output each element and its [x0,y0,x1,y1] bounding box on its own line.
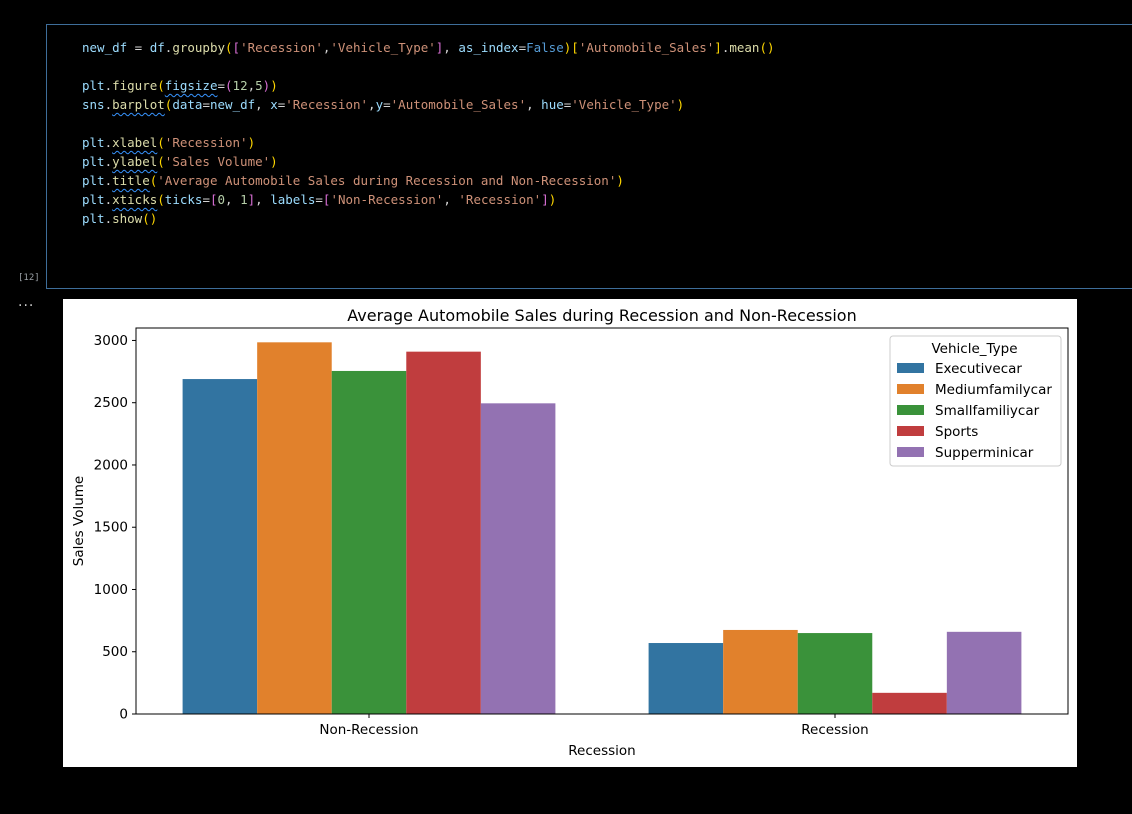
code-line-6: plt.xlabel('Recession') [82,135,256,150]
legend-swatch-sports [897,426,924,436]
legend-label-executivecar: Executivecar [935,361,1022,377]
legend-swatch-smallfamiliycar [897,405,924,415]
code-line-4: sns.barplot(data=new_df, x='Recession',y… [82,97,685,112]
y-tick-label: 1500 [94,520,128,536]
legend-swatch-executivecar [897,363,924,373]
y-axis-label: Sales Volume [71,476,87,566]
legend-swatch-supperminicar [897,447,924,457]
y-tick-label: 0 [119,707,128,723]
bar-non-recession-sports [406,351,481,714]
code-cell[interactable]: new_df = df.groupby(['Recession','Vehicl… [46,24,1132,289]
execution-count: [12] [18,273,40,283]
x-axis-label: Recession [568,743,635,759]
bar-non-recession-mediumfamilycar [257,342,332,714]
code-line-7: plt.ylabel('Sales Volume') [82,154,278,169]
y-tick-label: 3000 [94,333,128,349]
code-line-1: new_df = df.groupby(['Recession','Vehicl… [82,40,775,55]
bar-recession-executivecar [648,643,724,714]
legend-label-mediumfamilycar: Mediumfamilycar [935,382,1052,398]
chart-figure: 0 500 1000 1500 2000 2500 3000 Non-Recession Rec… [63,299,1077,767]
code-line-10: plt.show() [82,211,158,226]
code-line-8: plt.title('Average Automobile Sales duri… [82,173,624,188]
y-tick-label: 2500 [94,395,128,411]
bar-non-recession-executivecar [182,379,258,714]
x-tick-label: Non-Recession [319,722,418,738]
bar-non-recession-smallfamiliycar [331,370,407,714]
legend-label-supperminicar: Supperminicar [935,445,1034,461]
bar-recession-smallfamiliycar [797,633,873,714]
y-tick-label: 1000 [94,582,128,598]
bar-recession-mediumfamilycar [723,629,798,714]
code-line-9: plt.xticks(ticks=[0, 1], labels=['Non-Re… [82,192,557,207]
bar-non-recession-supperminicar [480,403,556,714]
bar-recession-sports [872,692,947,714]
y-tick-label: 500 [102,644,128,660]
output-menu-icon[interactable]: ··· [18,298,35,314]
legend-label-sports: Sports [935,424,978,440]
chart-title: Average Automobile Sales during Recessio… [347,306,856,325]
y-tick-label: 2000 [94,457,128,473]
legend-title: Vehicle_Type [931,341,1017,357]
plot-frame [135,327,1069,715]
legend-swatch-mediumfamilycar [897,384,924,394]
bar-recession-supperminicar [946,631,1022,714]
legend-label-smallfamiliycar: Smallfamiliycar [935,403,1040,419]
x-tick-label: Recession [801,722,868,738]
code-line-3: plt.figure(figsize=(12,5)) [82,78,278,93]
legend-box [889,335,1062,467]
bar-chart: 0 500 1000 1500 2000 2500 3000 Non-Recession Rec… [71,306,1069,759]
code-editor[interactable]: new_df = df.groupby(['Recession','Vehicl… [82,38,775,228]
